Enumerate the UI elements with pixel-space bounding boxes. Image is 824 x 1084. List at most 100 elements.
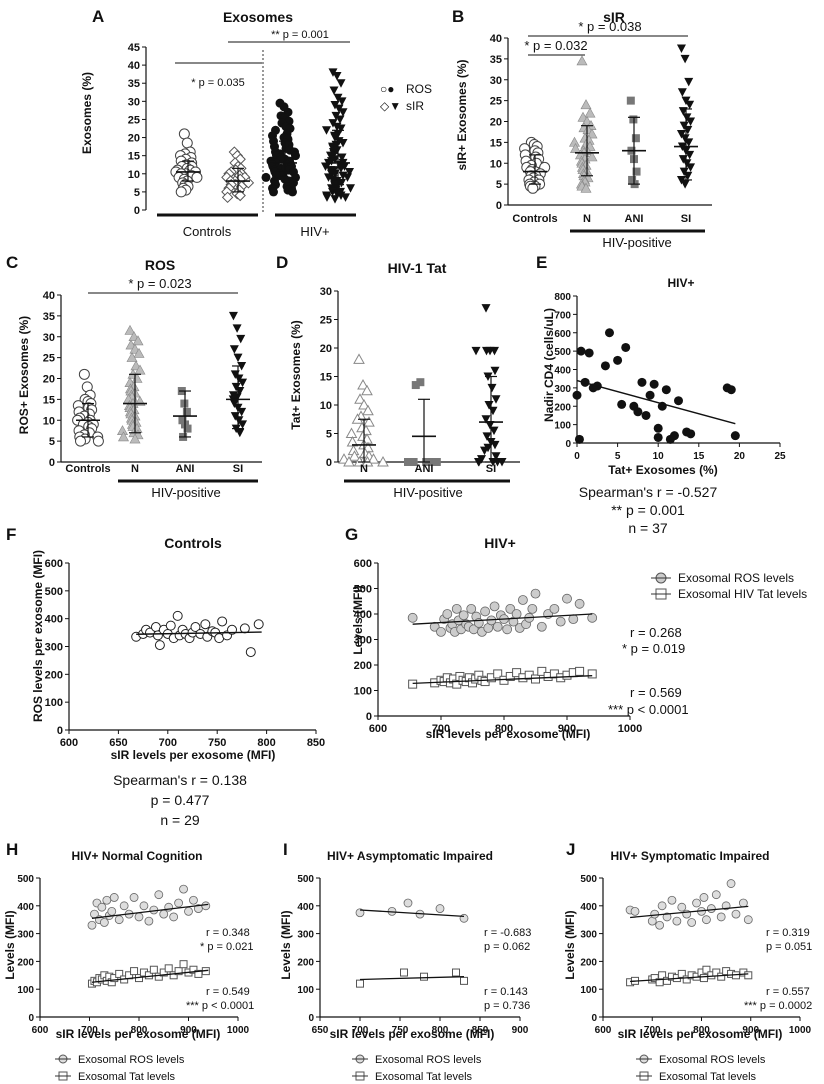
panel-e-stat-r: Spearman's r = -0.527 xyxy=(579,484,718,500)
panel-g-axes: 0 100 200 300 400 500 600 600 700 800 900 1000 xyxy=(354,558,643,735)
panel-f-point xyxy=(253,619,264,630)
panel-j: J HIV+ Symptomatic Impaired 0 100 200 300 40… xyxy=(563,840,812,1083)
panel-j-tat-point xyxy=(717,972,726,981)
panel-j-tat-point xyxy=(682,975,691,984)
panel-e: E HIV+ 0 100 200 300 400 500 600 700 800 0 5 10 15 20… xyxy=(536,253,786,536)
panel-d-point xyxy=(362,404,374,416)
panel-g-tat-point xyxy=(408,679,418,689)
panel-h-ros-point xyxy=(201,901,211,911)
panel-b-ytick-label: 20 xyxy=(490,117,502,129)
panel-d-title: HIV-1 Tat xyxy=(388,260,447,276)
panel-h-ytick-label: 500 xyxy=(17,874,34,885)
panel-j-ros-point xyxy=(702,915,711,925)
panel-h-ytick-label: 300 xyxy=(17,930,34,941)
panel-a-point xyxy=(178,128,190,140)
panel-c-point xyxy=(229,345,239,354)
panel-h-ytick-label: 200 xyxy=(17,957,34,968)
panel-h: H HIV+ Normal Cognition 0 100 200 300 400 500… xyxy=(3,840,254,1083)
panel-g-ros-point xyxy=(407,612,418,623)
panel-c-point xyxy=(78,368,90,380)
panel-a-point xyxy=(291,151,300,161)
panel-b-ytick-label: 35 xyxy=(490,54,502,66)
panel-f-fit-line xyxy=(136,631,262,635)
panel-c-cat-controls: Controls xyxy=(65,463,110,475)
panel-j-stat-tat-r: r = 0.557 xyxy=(766,986,810,998)
panel-h-xtick-label: 1000 xyxy=(227,1025,250,1036)
panel-a-sig-2: ** p = 0.001 xyxy=(271,29,329,41)
panel-a-point xyxy=(234,189,246,202)
panel-d-point xyxy=(490,346,499,356)
panel-a: A Exosomes 0 5 10 15 20 25 30 35 40 45 Exosomes (… xyxy=(80,7,432,239)
panel-j-ylabel: Levels (MFI) xyxy=(563,910,577,979)
panel-g-stat-tat-p: *** p < 0.0001 xyxy=(608,702,689,717)
panel-h-ros-fit xyxy=(91,903,209,919)
panel-h-tat-fit xyxy=(91,969,209,983)
panel-e-xtick-label: 25 xyxy=(774,451,786,462)
panel-d-point xyxy=(490,366,500,376)
panel-b-point xyxy=(686,117,696,126)
panel-b-ytick-label: 10 xyxy=(490,158,502,170)
panel-a-point xyxy=(181,137,193,149)
panel-a-ytick-label: 25 xyxy=(128,114,140,126)
panel-j-stat-ros-r: r = 0.319 xyxy=(766,927,810,939)
panel-h-ros-point xyxy=(129,893,139,902)
panel-h-ros-point xyxy=(159,909,169,919)
panel-h-xtick-label: 700 xyxy=(81,1025,98,1036)
panel-h-ylabel: Levels (MFI) xyxy=(3,910,17,979)
panel-d-ytick-label: 0 xyxy=(326,457,332,469)
panel-f-point xyxy=(245,647,256,658)
panel-d-point xyxy=(367,453,380,464)
panel-d-point xyxy=(363,416,375,427)
panel-c-ytick-label: 20 xyxy=(43,374,55,386)
panel-h-ros-point xyxy=(144,916,154,926)
panel-h-stat-tat-p: *** p < 0.0001 xyxy=(186,1000,254,1012)
panel-e-axes: 0 100 200 300 400 500 600 700 800 0 5 10 15 20 25 xyxy=(554,292,786,462)
panel-b-point xyxy=(580,182,592,193)
panel-h-ros-point xyxy=(107,906,117,916)
panel-g-stat-ros-r: r = 0.268 xyxy=(630,625,682,640)
panel-h-title: HIV+ Normal Cognition xyxy=(71,849,202,863)
panel-i-xtick-label: 850 xyxy=(472,1025,489,1036)
panel-f-xtick-label: 700 xyxy=(159,737,177,749)
panel-i-points xyxy=(355,898,469,988)
panel-h-ros-point xyxy=(154,890,164,900)
panel-f-xtick-label: 600 xyxy=(60,737,78,749)
panel-b-ytick-label: 30 xyxy=(490,75,502,87)
panel-e-point xyxy=(730,431,740,441)
panel-a-point xyxy=(322,193,332,202)
panel-g-ylabel: Levels (MFI) xyxy=(351,585,365,654)
panel-i-xtick-label: 650 xyxy=(312,1025,329,1036)
panel-c-point xyxy=(228,311,238,321)
panel-i-stat-tat-p: p = 0.736 xyxy=(484,1000,530,1012)
panel-a-point xyxy=(175,186,187,198)
panel-j-ros-point xyxy=(716,912,726,922)
panel-b-point xyxy=(576,55,588,66)
panel-i-xtick-label: 900 xyxy=(512,1025,529,1036)
panel-h-xlabel: sIR levels per exosome (MFI) xyxy=(56,1027,221,1041)
panel-h-tat-point xyxy=(115,969,124,978)
panel-i-xtick-label: 800 xyxy=(432,1025,449,1036)
panel-d-cat-n: N xyxy=(360,463,368,475)
panel-g-ros-point xyxy=(530,588,541,599)
panel-f-stat-r: Spearman's r = 0.138 xyxy=(113,772,247,788)
panel-j-stat-ros-p: p = 0.051 xyxy=(766,941,812,953)
panel-c-point xyxy=(236,334,246,344)
panel-a-point xyxy=(288,187,297,197)
panel-i-legend-tat: Exosomal Tat levels xyxy=(375,1071,473,1083)
panel-label-j: J xyxy=(566,840,575,859)
panel-e-points xyxy=(572,328,740,444)
panel-d-point xyxy=(411,381,420,390)
panel-h-tat-point xyxy=(144,971,153,980)
panel-d: D HIV-1 Tat 0 5 10 15 20 25 30 Tat+ Exosomes (… xyxy=(276,253,520,500)
panel-a-point xyxy=(337,97,347,106)
panel-i-tat-point xyxy=(356,979,364,988)
panel-j-ros-point xyxy=(738,898,748,908)
panel-label-c: C xyxy=(6,253,18,272)
panel-e-point xyxy=(669,431,679,441)
panel-h-ytick-label: 100 xyxy=(17,985,34,996)
panel-c-ytick-label: 15 xyxy=(43,394,55,406)
panel-g-ros-point xyxy=(429,621,440,632)
panel-i-ytick-label: 500 xyxy=(297,874,314,885)
panel-d-group: HIV-positive xyxy=(393,485,462,500)
panel-f-xlabel: sIR levels per exosome (MFI) xyxy=(111,748,276,762)
